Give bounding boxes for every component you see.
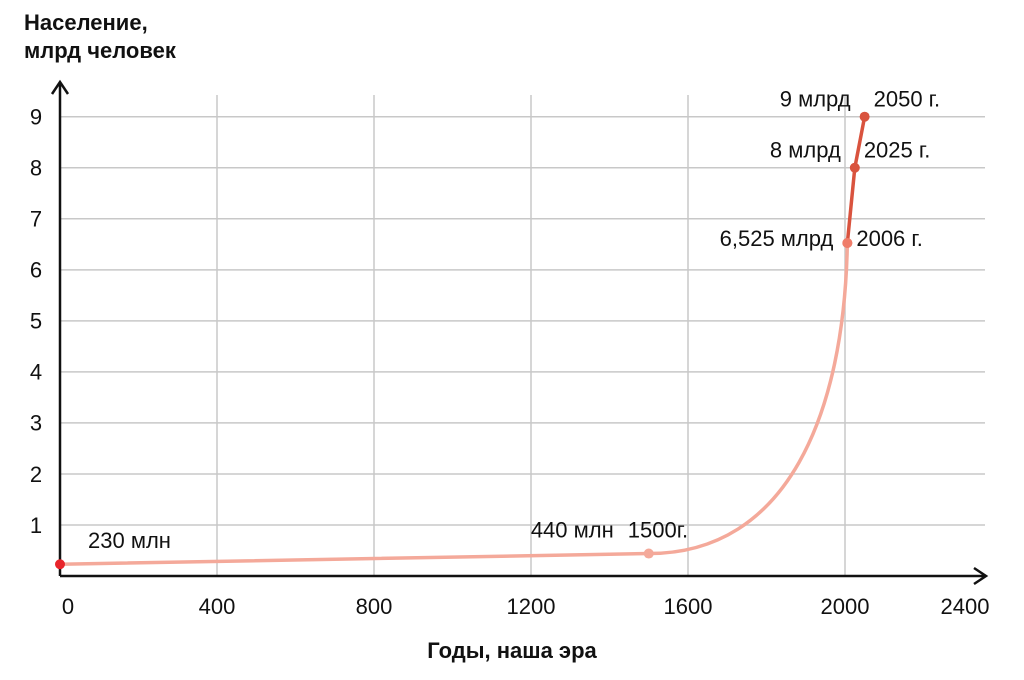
y-tick-label: 6 [30,258,42,283]
data-point [859,111,870,122]
data-label: 440 млн [531,517,614,542]
data-label: 6,525 млрд [720,226,834,251]
y-tick-label: 9 [30,105,42,130]
x-tick-label: 2400 [941,594,990,619]
data-label: 230 млн [88,528,171,553]
data-line [59,242,850,567]
x-axis [60,566,989,586]
data-point [55,559,65,570]
y-tick-label: 3 [30,411,42,436]
x-tick-label: 0 [62,594,74,619]
x-tick-label: 1200 [507,594,556,619]
data-label: 8 млрд [770,138,841,163]
y-axis-title: млрд человек [24,38,177,63]
y-tick-label: 1 [30,513,42,538]
y-tick-label: 5 [30,309,42,334]
y-tick-label: 8 [30,156,42,181]
y-tick-label: 2 [30,462,42,487]
x-tick-label: 800 [356,594,393,619]
data-label: 2025 г. [864,138,931,163]
x-tick-label: 1600 [664,594,713,619]
data-line [845,116,867,244]
x-axis-title: Годы, наша эра [427,638,597,663]
data-point [849,162,860,173]
data-label: 1500г. [628,517,688,542]
x-tick-label: 400 [199,594,236,619]
data-point [842,238,853,249]
y-tick-label: 4 [30,360,42,385]
y-axis [50,79,70,576]
x-tick-label: 2000 [821,594,870,619]
y-axis-title: Население, [24,10,148,35]
data-point [643,548,654,559]
data-label: 9 млрд [780,87,851,112]
y-tick-label: 7 [30,207,42,232]
data-label: 2006 г. [856,226,923,251]
data-label: 2050 г. [874,87,941,112]
